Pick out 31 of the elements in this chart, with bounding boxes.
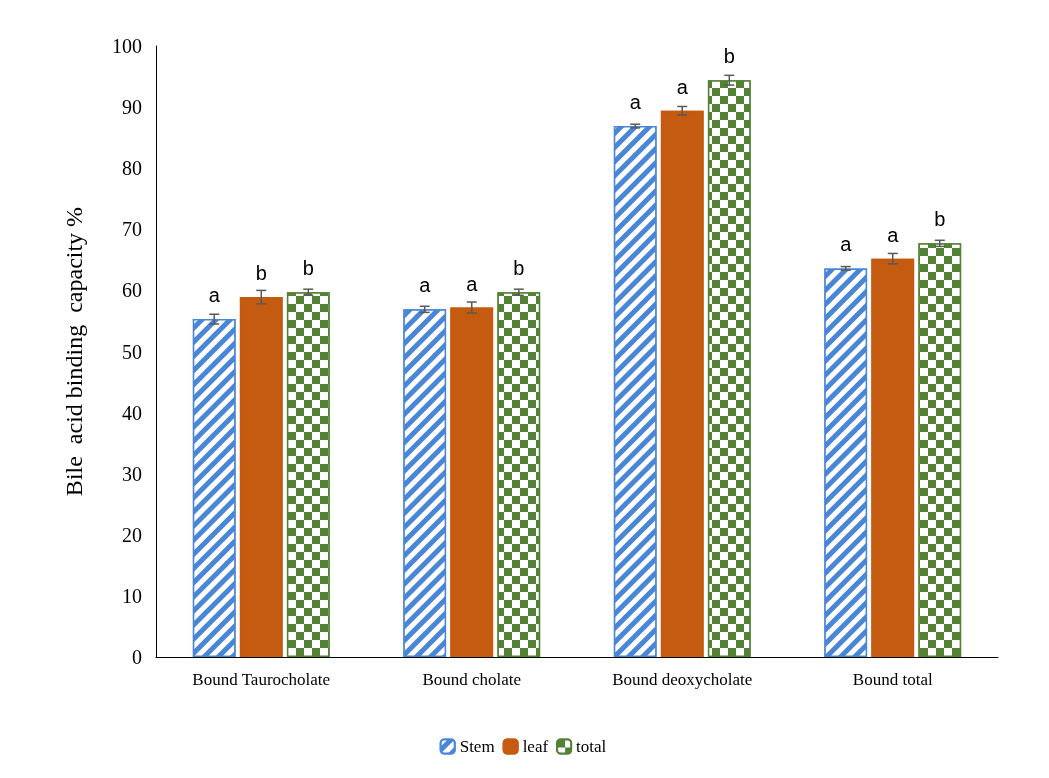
data-label: b [255, 262, 267, 285]
y-tick-label: 50 [122, 340, 142, 363]
y-tick-label: 90 [122, 96, 142, 119]
data-label: a [676, 75, 689, 98]
y-tick-label: 0 [132, 646, 142, 668]
legend-label: Stem [459, 737, 495, 756]
data-label: b [302, 257, 314, 280]
y-tick-label: 100 [112, 35, 142, 57]
x-tick-label: Bound total [852, 670, 933, 689]
data-label: a [629, 91, 642, 114]
y-tick-label: 20 [122, 523, 142, 546]
data-label: a [208, 284, 221, 307]
y-tick-label: 60 [122, 279, 142, 302]
y-axis-title: Bile acid binding capacity % [61, 206, 87, 497]
data-label: b [513, 257, 525, 280]
y-tick-label: 40 [122, 401, 142, 424]
y-tick-label: 80 [122, 157, 142, 180]
x-tick-label: Bound Taurocholate [192, 670, 331, 689]
data-label: b [934, 208, 946, 231]
legend-label: leaf [522, 737, 549, 756]
legend-label: total [576, 737, 607, 756]
x-tick-label: Bound deoxycholate [612, 670, 753, 689]
y-tick-label: 70 [122, 218, 142, 241]
data-label: b [723, 45, 735, 68]
data-label: a [840, 233, 853, 256]
data-label: a [466, 272, 479, 295]
y-tick-label: 30 [122, 462, 142, 485]
y-tick-label: 10 [122, 584, 142, 607]
data-label: a [419, 274, 432, 297]
data-label: a [887, 223, 900, 246]
x-tick-label: Bound cholate [422, 670, 522, 689]
